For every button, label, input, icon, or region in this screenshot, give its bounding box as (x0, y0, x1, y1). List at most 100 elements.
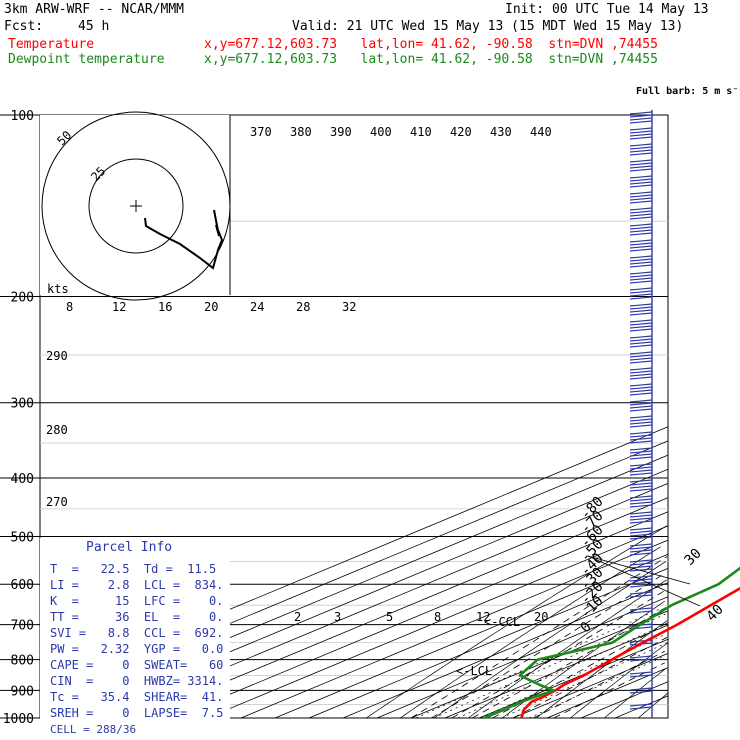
speed-scale-label: 28 (296, 300, 310, 314)
wind-barb-flag (629, 223, 653, 227)
forecast-value: 45 h (78, 19, 110, 34)
wind-barb-flag (629, 277, 653, 281)
wind-barb-flag (629, 488, 653, 492)
wind-barb-flag (629, 402, 653, 406)
moist-adiabat-line (512, 637, 668, 719)
wind-barb-flag (629, 607, 653, 611)
hodograph-ring (41, 111, 231, 301)
isotherm-line (444, 624, 669, 719)
wind-barb-flag (629, 383, 653, 387)
speed-scale-label: 8 (66, 300, 73, 314)
wind-barb-flag (629, 159, 653, 163)
wind-barb-flag (629, 594, 653, 598)
wind-speed-guide (587, 555, 691, 585)
wind-barb-flag (629, 504, 653, 508)
wind-barb-flag (629, 373, 653, 377)
wind-barb-flag (629, 431, 653, 435)
wind-barb-flag (629, 351, 653, 355)
isotherm-line (376, 596, 669, 719)
hodograph-trace (144, 209, 224, 270)
wind-barb-flag (629, 450, 653, 454)
wind-barb-flag (629, 399, 653, 403)
theta-label: 270 (46, 495, 68, 509)
wind-barb-flag (629, 472, 653, 476)
isotherm-line (172, 511, 669, 719)
wind-barb-flag (629, 239, 653, 243)
wind-barb-flag (629, 434, 653, 438)
isotherm-line (274, 553, 669, 719)
wind-barb-flag (629, 389, 653, 393)
wind-barb-flag (629, 146, 653, 150)
pressure-label: 400 (11, 472, 34, 487)
wind-speed-label: 40 (704, 602, 727, 625)
mixing-ratio-label: 3 (334, 610, 341, 624)
wind-barb-flag (629, 559, 653, 563)
wind-barb-flag (629, 658, 653, 662)
speed-scale-label: 24 (250, 300, 264, 314)
mixing-ratio-label: 8 (434, 610, 441, 624)
pressure-label: 1000 (3, 712, 34, 727)
parcel-info-title: Parcel Info (86, 540, 173, 555)
wind-barb-flag (629, 447, 653, 451)
wind-barb-flag (629, 360, 653, 364)
wind-barb-flag (629, 255, 653, 259)
wind-barb-flag (629, 264, 653, 268)
parcel-row: CIN = 0 HWBZ= 3314. (50, 674, 224, 688)
init-time: Init: 00 UTC Tue 14 May 13 (505, 2, 709, 17)
wind-barb-flag (629, 280, 653, 284)
legend-dewpoint-label: Dewpoint temperature (8, 52, 165, 67)
wind-barb-flag (629, 309, 653, 313)
dry-adiabat-line (638, 693, 668, 719)
wind-barb-flag (629, 216, 653, 220)
pressure-label: 700 (11, 619, 34, 634)
dry-adiabat-line (604, 668, 666, 719)
mixing-ratio-label: 20 (534, 610, 548, 624)
legend-temperature-label: Temperature (8, 37, 95, 52)
wind-barb-flag (629, 178, 653, 182)
parcel-row: SREH = 0 LAPSE= 7.5 (50, 706, 224, 720)
wind-barb-flag (629, 671, 653, 675)
wind-barb-flag (629, 357, 653, 361)
wind-barb-flag (629, 437, 653, 441)
parcel-row: PW = 2.32 YGP = 0.0 (50, 642, 224, 656)
theta-label: 380 (290, 125, 312, 139)
wind-barb-flag (629, 245, 653, 249)
wind-barb-flag (629, 322, 653, 326)
wind-barb-flag (629, 405, 653, 409)
wind-barb-flag (629, 530, 653, 534)
wind-barb-flag (629, 306, 653, 310)
wind-barb-flag (629, 392, 653, 396)
wind-barb-flag (629, 152, 653, 156)
isotherm-line (206, 525, 669, 719)
wind-barb-flag (629, 162, 653, 166)
isotherm-line (308, 568, 669, 719)
wind-barb-flag (629, 175, 653, 179)
wind-barb-flag (629, 312, 653, 316)
mixing-ratio-line (415, 608, 660, 719)
wind-barb-flag (629, 232, 653, 236)
wind-barb-flag (629, 511, 653, 515)
wind-barb-flag (629, 114, 653, 118)
model-title: 3km ARW-WRF -- NCAR/MMM (4, 2, 185, 17)
wind-barb-flag (629, 210, 653, 214)
pressure-label: 300 (11, 397, 34, 412)
isotherm-line (580, 681, 669, 719)
wind-barb-flag (629, 453, 653, 457)
wind-barb-flag (629, 133, 653, 137)
parcel-row: CAPE = 0 SWEAT= 60 (50, 658, 224, 672)
wind-barb-flag (629, 581, 653, 585)
wind-barb-flag (629, 319, 653, 323)
dry-adiabat-line (400, 546, 661, 719)
mixing-ratio-line (457, 624, 666, 719)
theta-label: 390 (330, 125, 352, 139)
wind-barb-flag (629, 501, 653, 505)
wind-barb-flag (629, 370, 653, 374)
speed-scale-label: 20 (204, 300, 218, 314)
theta-label: 440 (530, 125, 552, 139)
wind-barb-flag (629, 575, 653, 579)
wind-barb-flag (629, 136, 653, 140)
moist-adiabat-line (431, 572, 666, 719)
wind-barbs (629, 110, 653, 718)
theta-label: 290 (46, 349, 68, 363)
wind-barb-flag (629, 274, 653, 278)
